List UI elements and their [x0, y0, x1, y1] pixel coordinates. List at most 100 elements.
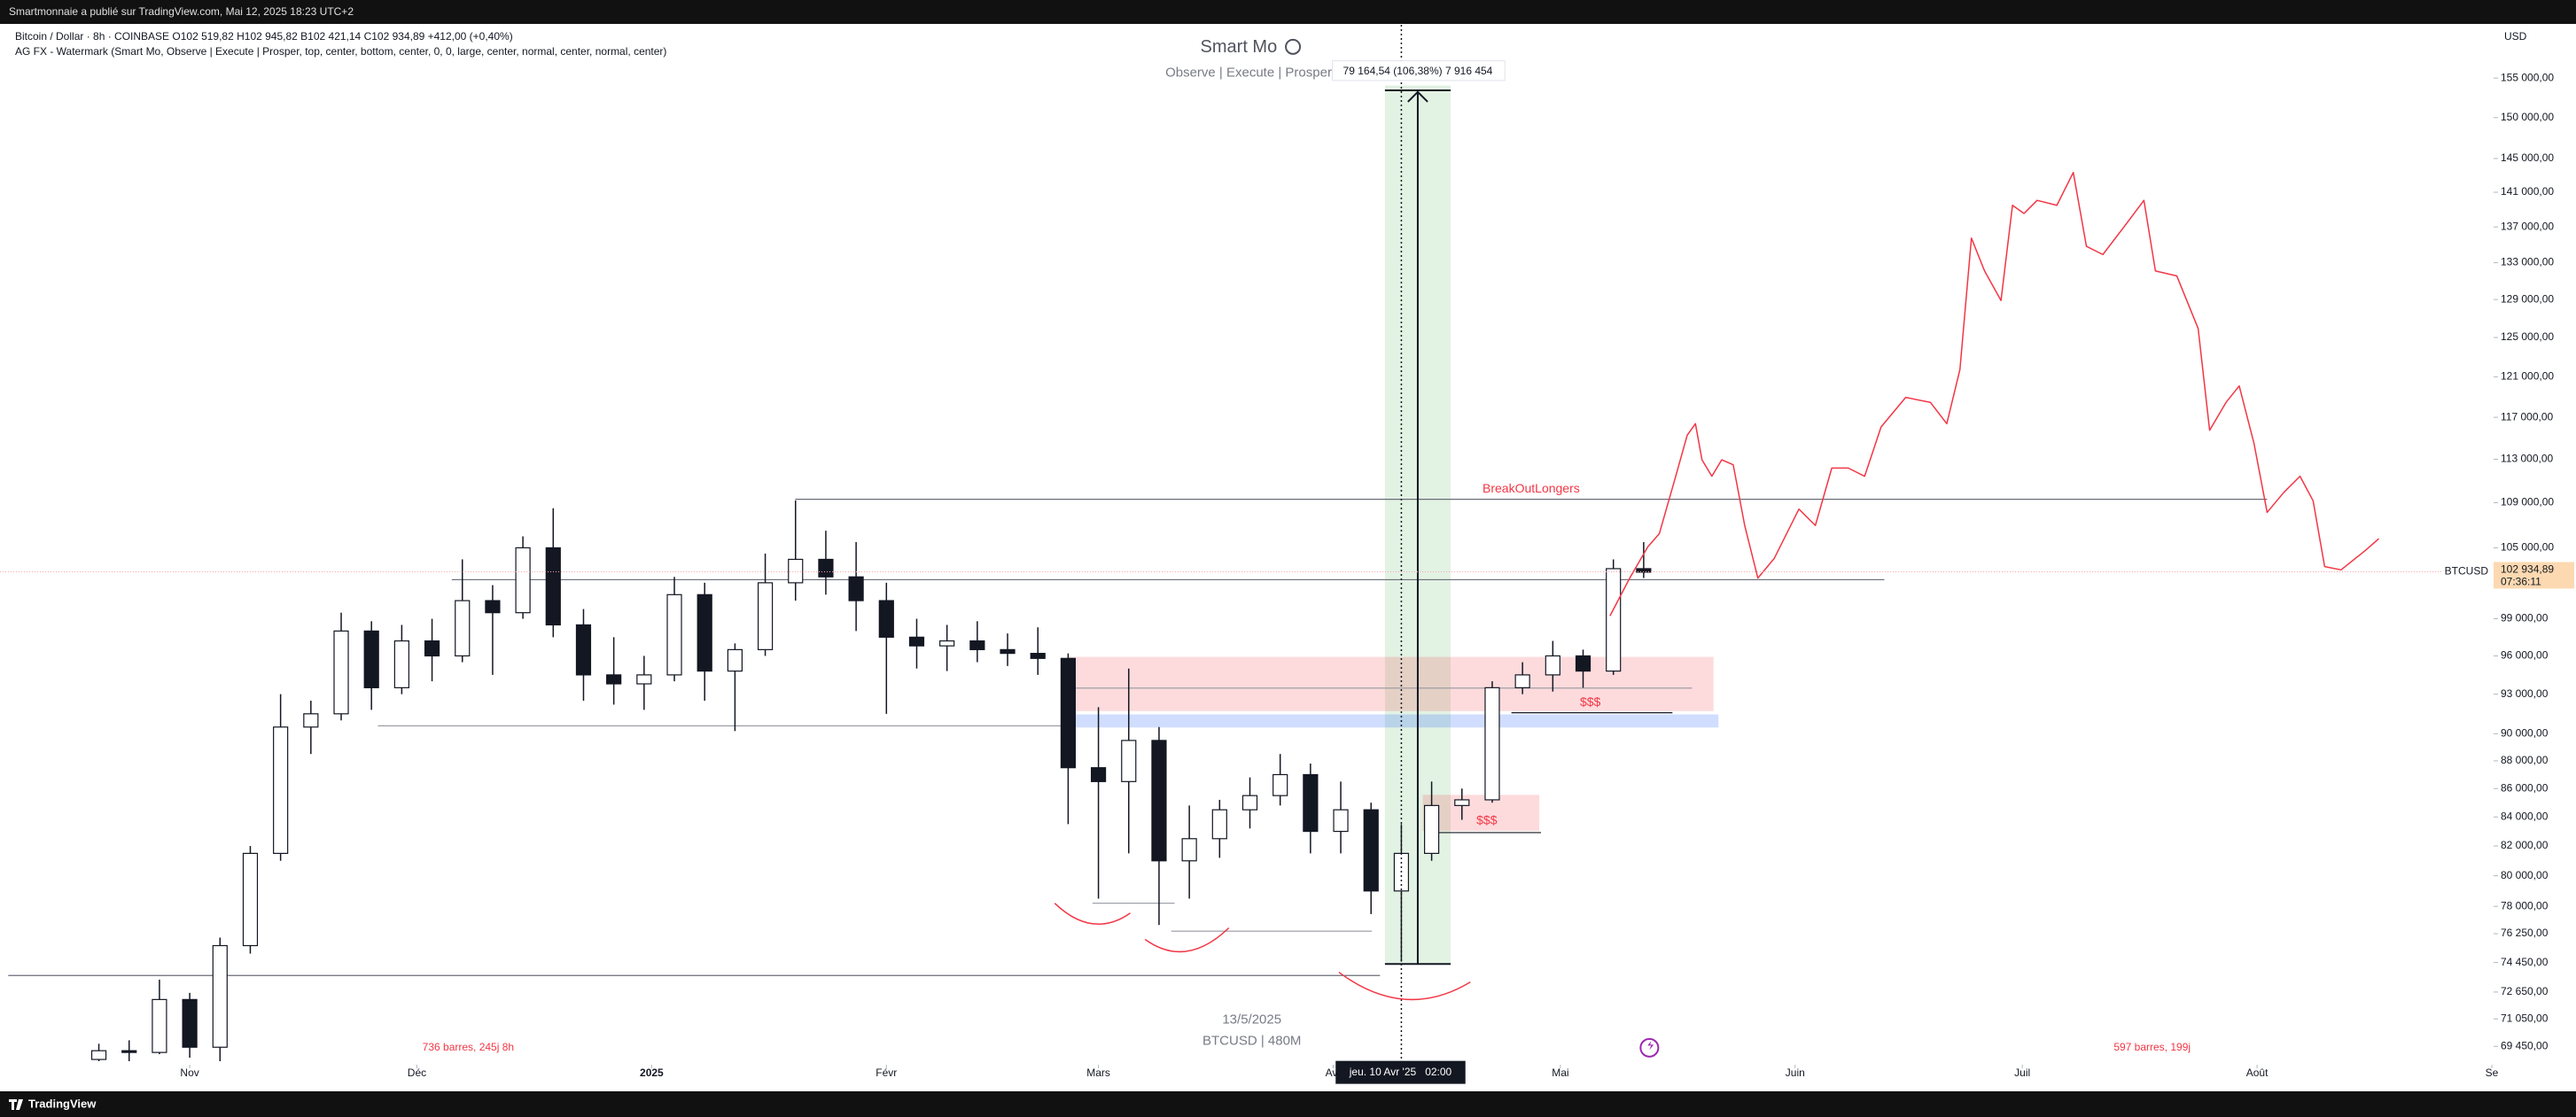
candle-body	[90, 1050, 107, 1060]
y-tick-label: 141 000,00	[2501, 185, 2554, 198]
candle-body	[363, 630, 379, 688]
candle-body	[697, 593, 712, 672]
candle-body	[1121, 740, 1137, 782]
top-bar-text: Smartmonnaie a publié sur TradingView.co…	[9, 5, 354, 18]
candle-body	[1030, 653, 1046, 659]
crosshair-time: jeu. 10 Avr '25 02:00	[1349, 1066, 1452, 1078]
y-tick-label: 117 000,00	[2501, 410, 2553, 423]
y-tick-label: 96 000,00	[2501, 649, 2549, 662]
legend-line: Bitcoin / Dollar · 8h · COINBASE O102 51…	[15, 30, 513, 43]
y-tick-label: 74 450,00	[2501, 956, 2549, 968]
y-tick-label: 84 000,00	[2501, 810, 2549, 822]
y-tick-label: 76 250,00	[2501, 927, 2549, 939]
logo-icon	[9, 1099, 23, 1110]
x-tick-label: Août	[2246, 1067, 2269, 1079]
event-icon	[1639, 1037, 1660, 1058]
event-bolt	[1647, 1041, 1654, 1051]
symbol-label-box	[2440, 562, 2494, 581]
candle-body	[333, 630, 349, 715]
watermark-symbol: BTCUSD | 480M	[1202, 1033, 1301, 1048]
liquidity-arc	[1144, 927, 1230, 953]
watermark-icon	[1285, 38, 1302, 55]
liquidity-label: $$$	[1580, 694, 1601, 709]
y-tick-label: 88 000,00	[2501, 754, 2549, 766]
candle-body	[303, 713, 319, 728]
candle-body	[242, 852, 259, 947]
x-tick-label: Mars	[1086, 1067, 1110, 1079]
x-tick-label: Déc	[408, 1067, 426, 1079]
y-tick-label: 78 000,00	[2501, 899, 2549, 911]
candle-body	[121, 1050, 137, 1053]
candle-body	[818, 558, 834, 578]
symbol-label: BTCUSD	[2445, 565, 2489, 578]
candle-body	[545, 547, 561, 626]
last-price-label: 102 934,89	[2501, 563, 2554, 576]
watermark-title: Smart Mo	[1201, 37, 1278, 57]
y-tick-label: 71 050,00	[2501, 1012, 2549, 1024]
candle-body	[1545, 655, 1560, 676]
measure-arrow-head	[1407, 90, 1428, 103]
candle-body	[1090, 767, 1107, 782]
y-tick-label: 133 000,00	[2501, 256, 2554, 268]
candle-body	[1181, 838, 1197, 862]
liquidity-arc	[1338, 971, 1471, 1001]
candle-body	[1272, 773, 1288, 796]
candle-body	[727, 648, 743, 672]
forecast-path	[1609, 171, 2380, 617]
y-tick-label: 86 000,00	[2501, 781, 2549, 794]
y-tick-label: 109 000,00	[2501, 496, 2554, 508]
candle-body	[1454, 799, 1470, 806]
watermark-subtitle: Observe | Execute | Prosper	[1165, 65, 1332, 80]
y-tick-label: 121 000,00	[2501, 369, 2554, 382]
x-tick-label: Nov	[180, 1067, 198, 1079]
y-tick-label: 105 000,00	[2501, 541, 2554, 554]
candle-body	[606, 674, 622, 685]
x-tick-label: Mai	[1552, 1067, 1568, 1079]
x-tick-label: Se	[2486, 1067, 2499, 1079]
x-tick-label: 2025	[640, 1067, 664, 1079]
liquidity-label: $$$	[1476, 813, 1498, 827]
watermark-date: 13/5/2025	[1222, 1012, 1281, 1027]
y-tick-label: 72 650,00	[2501, 985, 2549, 997]
measure-label-box	[1332, 60, 1506, 81]
candle-body	[636, 674, 652, 685]
range-label: 736 barres, 245j 8h	[423, 1041, 514, 1053]
y-tick-label: 145 000,00	[2501, 151, 2554, 164]
top-bar	[0, 0, 2576, 24]
last-price-box	[2494, 562, 2574, 589]
crosshair-time-box	[1335, 1060, 1466, 1084]
supply-zone-small	[1422, 795, 1540, 832]
candle-body	[878, 600, 894, 638]
y-tick-label: 80 000,00	[2501, 869, 2549, 881]
y-tick-label: 150 000,00	[2501, 111, 2554, 123]
candle-body	[1211, 809, 1227, 840]
x-tick-label: Juil	[2014, 1067, 2030, 1079]
indicator-line: AG FX - Watermark (Smart Mo, Observe | E…	[15, 45, 666, 58]
liquidity-arc	[1054, 903, 1131, 925]
y-tick-label: 69 450,00	[2501, 1039, 2549, 1051]
candle-body	[848, 576, 864, 601]
candle-body	[969, 640, 985, 650]
x-tick-label: Juin	[1786, 1067, 1805, 1079]
y-tick-label: 137 000,00	[2501, 220, 2554, 232]
candle-body	[1241, 795, 1258, 811]
candle-body	[393, 640, 409, 688]
candle-body	[1484, 686, 1500, 801]
footer-brand: TradingView	[28, 1097, 97, 1110]
y-tick-label: 129 000,00	[2501, 292, 2554, 305]
y-tick-label: 113 000,00	[2501, 453, 2553, 465]
candle-body	[1151, 740, 1167, 862]
plot-area: Smart Mo Observe | Execute | Prosper 13/5/…	[8, 25, 2380, 1063]
candle-body	[273, 726, 289, 854]
x-tick-label: Févr	[876, 1067, 897, 1079]
candle-body	[757, 582, 774, 650]
measure-label: 79 164,54 (106,38%) 7 916 454	[1343, 65, 1493, 77]
y-tick-label: 125 000,00	[2501, 330, 2554, 343]
candle-body	[515, 547, 531, 614]
candle-body	[152, 998, 167, 1053]
candle-body	[666, 593, 682, 676]
